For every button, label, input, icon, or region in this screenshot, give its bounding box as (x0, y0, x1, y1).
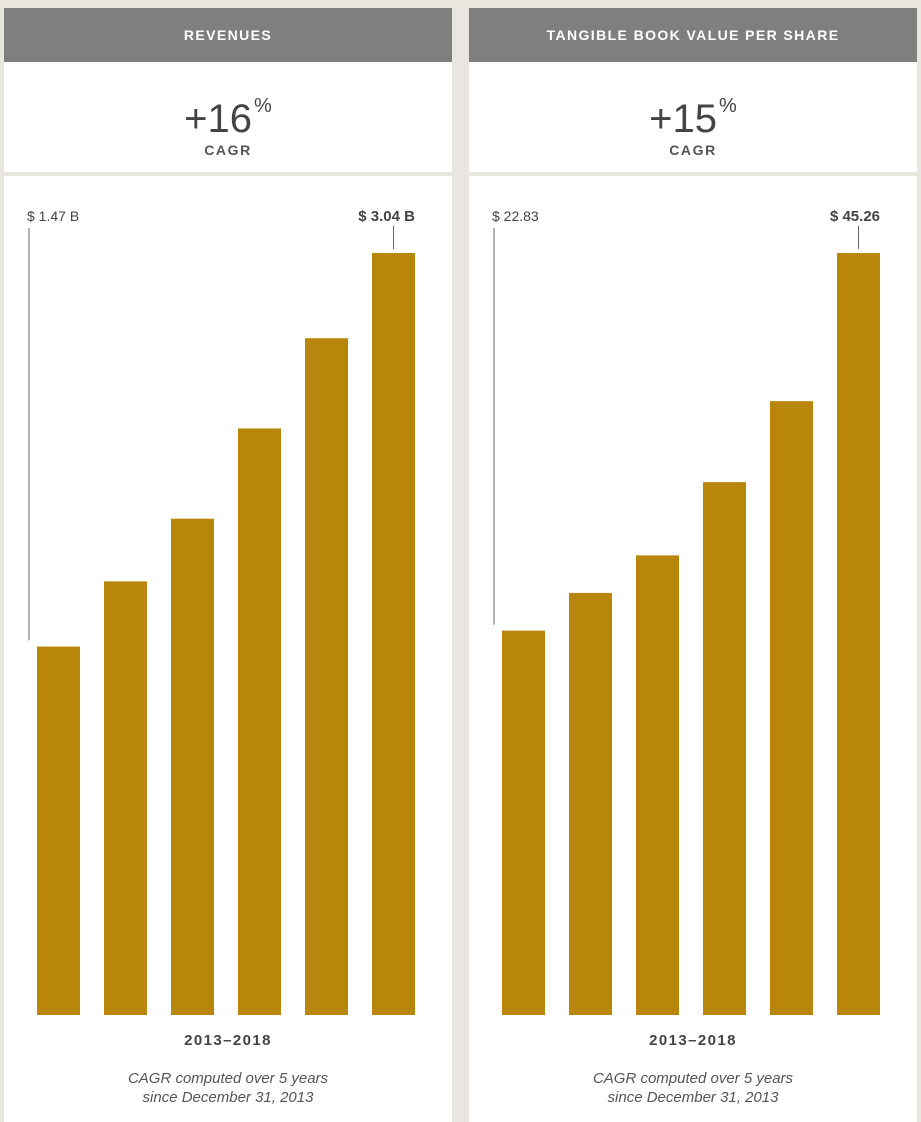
bars-group (37, 253, 415, 1015)
first-value-label: $ 1.47 B (27, 208, 79, 224)
panel-header: TANGIBLE BOOK VALUE PER SHARE (469, 8, 917, 62)
bar-2014 (104, 581, 147, 1015)
cagr-label: CAGR (669, 142, 717, 158)
cagr-value: +16% (4, 84, 452, 141)
bar-2018 (837, 253, 880, 1015)
bar-2014 (569, 592, 612, 1015)
cagr-note-line-1: CAGR computed over 5 years (127, 1070, 329, 1087)
bar-2013 (502, 630, 545, 1015)
cagr-box: +16% CAGR (4, 62, 452, 172)
bar-2016 (238, 428, 281, 1015)
last-value-label: $ 3.04 B (358, 208, 415, 225)
cagr-value: +15% (469, 84, 917, 141)
panel-header: REVENUES (4, 8, 452, 62)
cagr-number: +15 (649, 97, 718, 141)
bar-2017 (305, 338, 348, 1015)
cagr-unit: % (719, 95, 737, 117)
first-value-label: $ 22.83 (492, 208, 539, 224)
bars-group (502, 253, 880, 1015)
bar-chart: $ 1.47 B $ 3.04 B 2013–2018 CAGR compute… (4, 176, 452, 1122)
bar-2015 (171, 518, 214, 1015)
bar-chart-svg: $ 22.83 $ 45.26 (492, 208, 880, 1015)
period-label: 2013–2018 (649, 1032, 737, 1049)
bar-chart: $ 22.83 $ 45.26 2013–2018 CAGR computed … (469, 176, 917, 1122)
cagr-label: CAGR (204, 142, 252, 158)
bar-2013 (37, 646, 80, 1015)
bar-2018 (372, 253, 415, 1015)
cagr-number: +16 (184, 97, 253, 141)
cagr-unit: % (254, 95, 272, 117)
cagr-note-line-1: CAGR computed over 5 years (592, 1070, 794, 1087)
bar-2017 (770, 401, 813, 1015)
period-label: 2013–2018 (184, 1032, 272, 1049)
cagr-note: CAGR computed over 5 years since Decembe… (4, 1069, 452, 1107)
bar-chart-svg: $ 1.47 B $ 3.04 B (27, 208, 415, 1015)
cagr-note: CAGR computed over 5 years since Decembe… (469, 1069, 917, 1107)
cagr-note-line-2: since December 31, 2013 (607, 1089, 779, 1106)
cagr-box: +15% CAGR (469, 62, 917, 172)
bar-2015 (636, 555, 679, 1015)
cagr-note-line-2: since December 31, 2013 (142, 1089, 314, 1106)
last-value-label: $ 45.26 (830, 208, 880, 225)
revenues-panel: REVENUES +16% CAGR $ 1.47 B $ 3.04 B 201… (4, 8, 452, 1122)
bar-2016 (703, 482, 746, 1015)
tangible-book-value-panel: TANGIBLE BOOK VALUE PER SHARE +15% CAGR … (469, 8, 917, 1122)
